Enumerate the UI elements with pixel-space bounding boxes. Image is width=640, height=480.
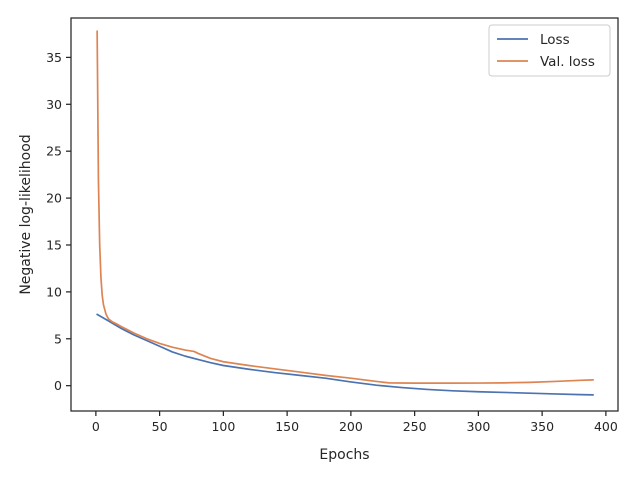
series-lines xyxy=(96,30,594,396)
legend-label-val-loss: Val. loss xyxy=(540,54,595,70)
y-tick-label: 20 xyxy=(46,191,62,206)
y-tick-label: 25 xyxy=(46,144,62,159)
x-tick-label: 100 xyxy=(211,419,235,434)
x-tick-label: 150 xyxy=(275,419,299,434)
series-line-loss xyxy=(96,313,594,396)
x-tick-label: 350 xyxy=(530,419,554,434)
y-tick-label: 35 xyxy=(46,50,62,65)
y-tick-label: 30 xyxy=(46,97,62,112)
legend-box xyxy=(488,24,611,77)
x-tick-label: 300 xyxy=(466,419,490,434)
x-tick-label: 400 xyxy=(594,419,618,434)
x-tick-label: 250 xyxy=(403,419,427,434)
y-tick-label: 5 xyxy=(54,331,62,346)
x-tick-label: 50 xyxy=(152,419,168,434)
y-tick-label: 15 xyxy=(46,237,62,252)
plot-frame xyxy=(70,17,619,412)
legend-label-loss: Loss xyxy=(540,32,570,48)
y-tick-label: 0 xyxy=(54,378,62,393)
x-tick-label: 200 xyxy=(339,419,363,434)
x-axis-title: Epochs xyxy=(319,447,369,463)
y-tick-label: 10 xyxy=(46,284,62,299)
legend: Loss Val. loss xyxy=(488,24,611,77)
x-axis-ticks: 0 50 100 150 200 250 300 350 400 xyxy=(92,411,618,434)
series-line-val-loss xyxy=(96,30,594,384)
x-tick-label: 0 xyxy=(92,419,100,434)
y-axis-title: Negative log-likelihood xyxy=(18,134,34,294)
y-axis-ticks: 0 5 10 15 20 25 30 35 xyxy=(46,50,71,393)
